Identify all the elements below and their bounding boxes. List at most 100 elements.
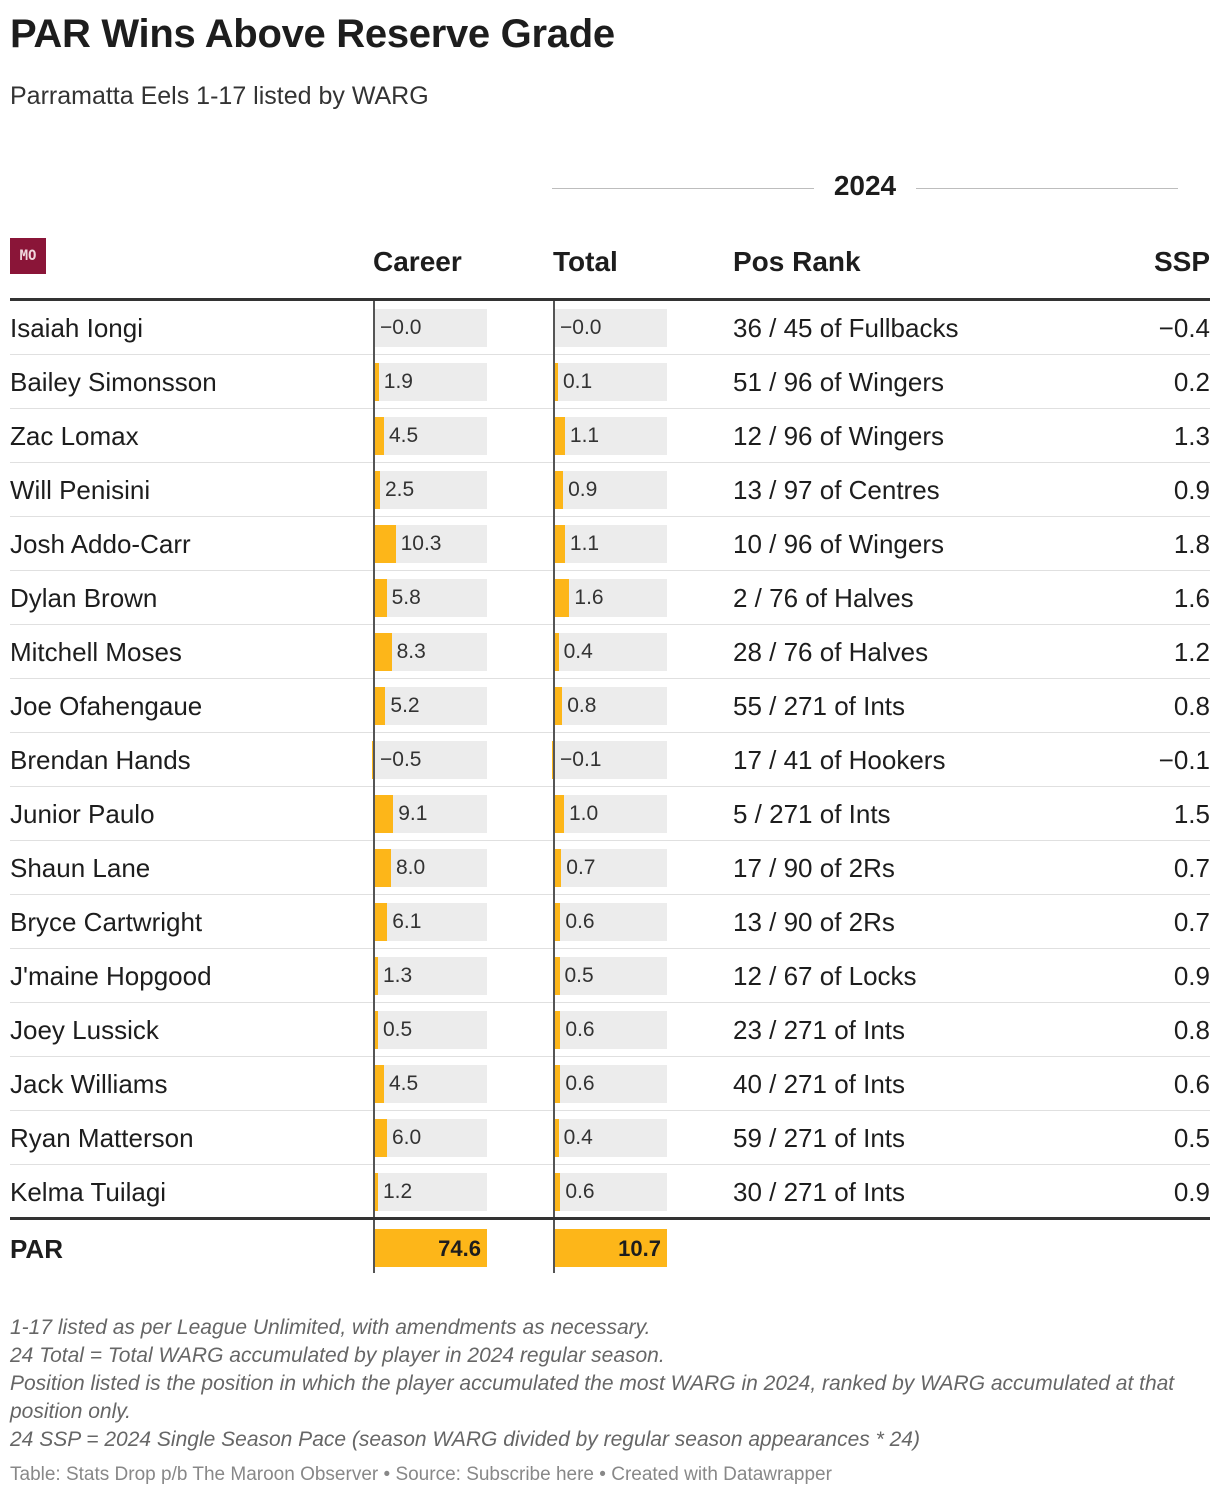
footer-source-link[interactable]: Source: Subscribe here	[395, 1464, 594, 1485]
career-bar-cell: 2.5	[375, 471, 487, 509]
total-bar-cell: 0.7	[555, 849, 667, 887]
group-rule-left	[552, 188, 814, 189]
total-value-label: −0.1	[560, 748, 602, 771]
row-divider	[10, 570, 1210, 571]
position-rank: 30 / 271 of Ints	[733, 1177, 906, 1207]
total-value-label: 0.8	[567, 694, 597, 717]
totals-total-value: 10.7	[618, 1236, 661, 1261]
table-row: Zac Lomax 4.5 1.1 12 / 96 of Wingers 1.3	[10, 409, 1210, 463]
player-name: Bryce Cartwright	[10, 907, 203, 937]
total-bar-cell: 0.6	[555, 903, 667, 941]
player-name: Mitchell Moses	[10, 637, 182, 667]
row-divider	[10, 678, 1210, 679]
total-value-label: 0.1	[563, 370, 593, 393]
total-bar-cell: 0.8	[555, 687, 667, 725]
chart-notes: 1-17 listed as per League Unlimited, wit…	[10, 1314, 1210, 1454]
total-bar	[555, 1173, 561, 1211]
career-bar	[375, 363, 379, 401]
column-header-ssp[interactable]: SSP	[1153, 246, 1210, 277]
career-value-label: 0.5	[383, 1018, 413, 1041]
total-bar-cell: 1.0	[555, 795, 667, 833]
player-name: Joe Ofahengaue	[10, 691, 203, 721]
row-divider	[10, 732, 1210, 733]
group-rule-right	[916, 188, 1178, 189]
total-value-label: 0.6	[565, 910, 595, 933]
row-divider	[10, 1002, 1210, 1003]
total-bar	[555, 471, 564, 509]
position-rank: 36 / 45 of Fullbacks	[733, 313, 959, 343]
row-divider	[10, 786, 1210, 787]
player-name: Will Penisini	[10, 475, 151, 505]
table-row: Brendan Hands −0.5 −0.1 17 / 41 of Hookers −…	[10, 733, 1210, 787]
footer-table-credit: Table: Stats Drop p/b The Maroon Observe…	[10, 1464, 379, 1485]
total-bar-cell: −0.1	[552, 741, 667, 779]
total-value-label: 1.1	[569, 532, 600, 555]
ssp-value: 1.8	[1173, 529, 1210, 559]
player-name: J'maine Hopgood	[10, 961, 212, 991]
position-rank: 13 / 97 of Centres	[733, 475, 940, 505]
career-bar	[375, 1173, 378, 1211]
total-value-label: 0.6	[565, 1018, 595, 1041]
total-bar-cell: 1.1	[555, 525, 667, 563]
totals-rule	[10, 1217, 1210, 1220]
total-value-label: 0.6	[565, 1072, 595, 1095]
total-bar	[555, 1065, 561, 1103]
career-value-label: 5.2	[390, 694, 420, 717]
note-line: 24 SSP = 2024 Single Season Pace (season…	[10, 1428, 920, 1451]
total-value-label: −0.0	[560, 316, 602, 339]
chart-subtitle: Parramatta Eels 1-17 listed by WARG	[10, 82, 429, 110]
total-bar	[555, 903, 561, 941]
total-bar	[555, 1119, 559, 1157]
career-bar	[375, 795, 394, 833]
career-bar	[375, 903, 388, 941]
career-bar	[375, 471, 380, 509]
chart-title: PAR Wins Above Reserve Grade	[10, 12, 615, 56]
player-name: Brendan Hands	[10, 745, 191, 775]
total-bar	[555, 687, 563, 725]
total-value-label: 1.1	[569, 424, 600, 447]
career-bar-cell: 1.3	[375, 957, 487, 995]
career-bar-cell: 8.3	[375, 633, 487, 671]
footer-separator: •	[378, 1464, 396, 1485]
ssp-value: 0.2	[1173, 367, 1210, 397]
total-bar-cell: 0.9	[555, 471, 667, 509]
column-header-pos-rank[interactable]: Pos Rank	[733, 246, 861, 277]
table-row: Ryan Matterson 6.0 0.4 59 / 271 of Ints 0.5	[10, 1111, 1210, 1165]
row-divider	[10, 840, 1210, 841]
note-line: 24 Total = Total WARG accumulated by pla…	[10, 1344, 665, 1367]
career-bar-cell: −0.0	[375, 309, 487, 347]
column-header-total[interactable]: Total	[553, 246, 618, 277]
total-zero-axis	[553, 301, 555, 1273]
table-row: Dylan Brown 5.8 1.6 2 / 76 of Halves 1.6	[10, 571, 1210, 625]
career-bar-cell: 0.5	[375, 1011, 487, 1049]
total-bar-cell: 0.6	[555, 1065, 667, 1103]
career-value-label: 6.1	[392, 910, 422, 933]
career-value-label: 1.9	[383, 370, 413, 393]
note-line: Position listed is the position in which…	[10, 1372, 1175, 1423]
ssp-value: 1.6	[1173, 583, 1210, 613]
ssp-value: −0.1	[1158, 745, 1210, 775]
ssp-value: 1.2	[1173, 637, 1210, 667]
total-value-label: 0.4	[563, 640, 593, 663]
footer-datawrapper-link[interactable]: Created with Datawrapper	[611, 1464, 832, 1485]
ssp-value: 0.9	[1173, 475, 1210, 505]
totals-career-value: 74.6	[438, 1236, 481, 1261]
career-bar	[375, 1119, 387, 1157]
career-value-label: 9.1	[398, 802, 428, 825]
ssp-value: 1.5	[1173, 799, 1210, 829]
table-row: Will Penisini 2.5 0.9 13 / 97 of Centres 0.9	[10, 463, 1210, 517]
position-rank: 5 / 271 of Ints	[733, 799, 891, 829]
ssp-value: 0.8	[1173, 691, 1210, 721]
table-row: Joe Ofahengaue 5.2 0.8 55 / 271 of Ints 0.8	[10, 679, 1210, 733]
position-rank: 17 / 90 of 2Rs	[733, 853, 895, 883]
column-header-career[interactable]: Career	[373, 246, 462, 277]
total-bar-cell: 0.6	[555, 1173, 667, 1211]
career-value-label: 1.2	[383, 1180, 413, 1203]
career-value-label: 8.0	[396, 856, 426, 879]
career-bar-cell: 9.1	[375, 795, 487, 833]
total-bar	[555, 417, 565, 455]
career-value-label: 6.0	[392, 1126, 422, 1149]
career-bar-cell: 6.1	[375, 903, 487, 941]
total-bar	[555, 363, 558, 401]
career-value-label: 1.3	[383, 964, 413, 987]
